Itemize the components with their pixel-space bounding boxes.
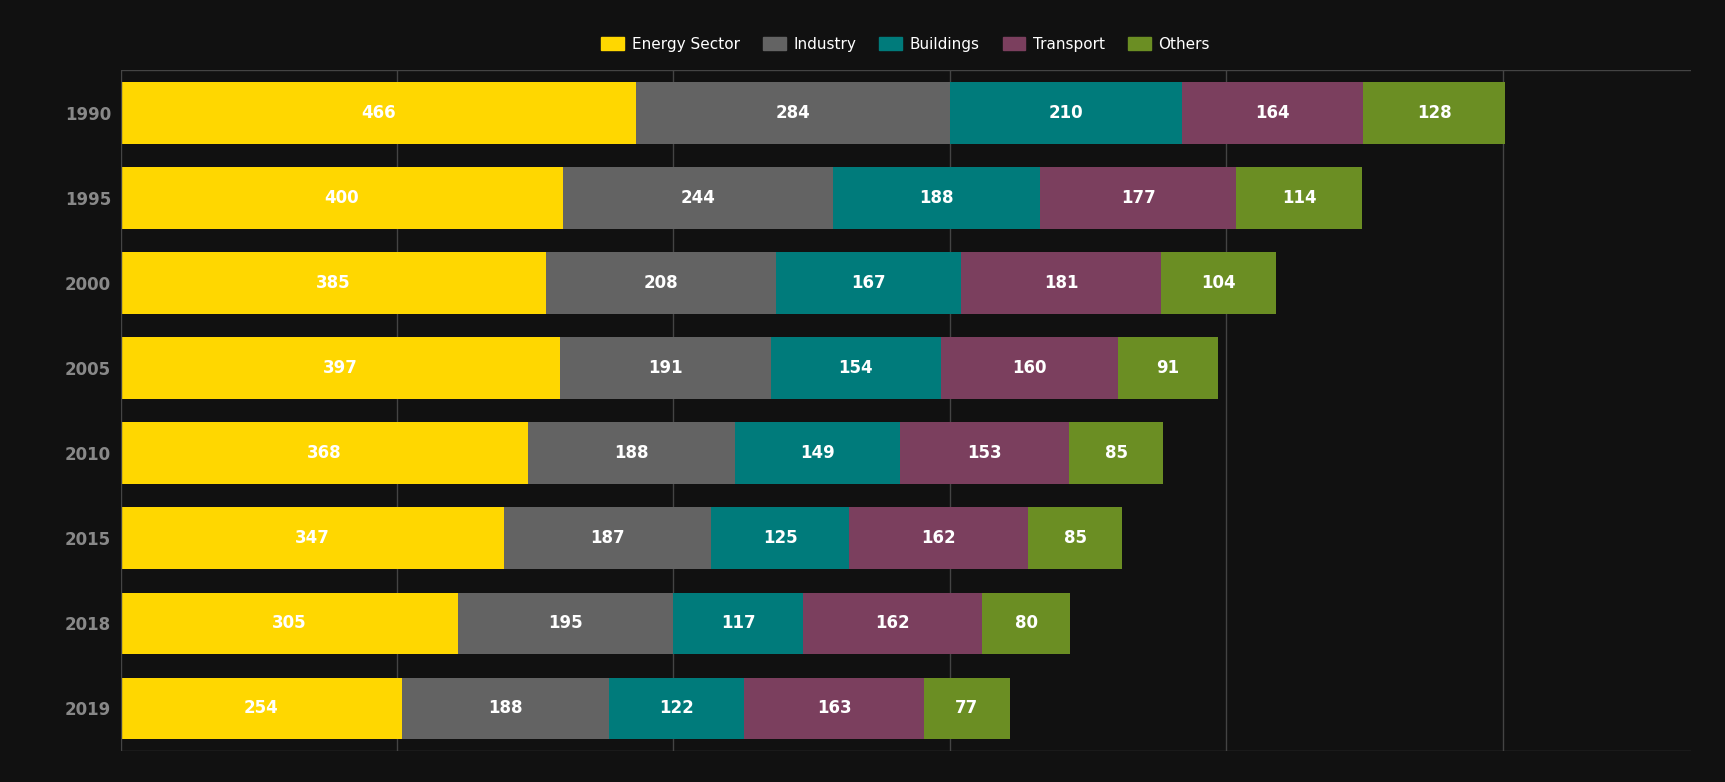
Text: 114: 114 — [1282, 189, 1316, 207]
Text: 208: 208 — [643, 274, 678, 292]
Bar — [743, 677, 925, 739]
Bar — [637, 82, 950, 144]
Bar — [609, 677, 743, 739]
Bar — [1028, 508, 1123, 569]
Text: 188: 188 — [614, 444, 649, 462]
Bar — [776, 253, 961, 314]
Bar — [121, 677, 402, 739]
Text: 91: 91 — [1156, 359, 1180, 377]
Bar — [121, 337, 559, 399]
Text: 244: 244 — [680, 189, 716, 207]
Text: 85: 85 — [1104, 444, 1128, 462]
Text: 284: 284 — [776, 104, 811, 122]
Bar — [1363, 82, 1504, 144]
Bar — [735, 422, 900, 484]
Text: 400: 400 — [324, 189, 359, 207]
Text: 163: 163 — [818, 699, 852, 717]
Text: 162: 162 — [921, 529, 956, 547]
Bar — [833, 167, 1040, 228]
Bar — [1070, 422, 1163, 484]
Text: 254: 254 — [243, 699, 278, 717]
Bar — [1118, 337, 1218, 399]
Bar — [121, 82, 637, 144]
Bar — [121, 422, 528, 484]
Bar — [849, 508, 1028, 569]
Bar — [925, 677, 1009, 739]
Text: 385: 385 — [316, 274, 350, 292]
Text: 80: 80 — [1014, 614, 1038, 632]
Text: 187: 187 — [590, 529, 624, 547]
Bar — [457, 593, 673, 654]
Bar — [802, 593, 982, 654]
Bar — [771, 337, 942, 399]
Bar — [547, 253, 776, 314]
Text: 397: 397 — [323, 359, 357, 377]
Bar — [1182, 82, 1363, 144]
Text: 122: 122 — [659, 699, 693, 717]
Bar — [961, 253, 1161, 314]
Bar — [121, 593, 457, 654]
Text: 160: 160 — [1013, 359, 1047, 377]
Bar — [402, 677, 609, 739]
Text: 210: 210 — [1049, 104, 1083, 122]
Text: 154: 154 — [838, 359, 873, 377]
Bar — [562, 167, 833, 228]
Bar — [528, 422, 735, 484]
Text: 188: 188 — [919, 189, 954, 207]
Bar — [711, 508, 849, 569]
Text: 347: 347 — [295, 529, 329, 547]
Text: 164: 164 — [1256, 104, 1290, 122]
Text: 191: 191 — [649, 359, 683, 377]
Text: 188: 188 — [488, 699, 523, 717]
Bar — [121, 508, 504, 569]
Bar — [121, 253, 547, 314]
Bar — [950, 82, 1182, 144]
Text: 125: 125 — [762, 529, 797, 547]
Text: 104: 104 — [1201, 274, 1235, 292]
Bar — [1237, 167, 1363, 228]
Text: 466: 466 — [361, 104, 395, 122]
Bar — [900, 422, 1070, 484]
Bar — [673, 593, 802, 654]
Legend: Energy Sector, Industry, Buildings, Transport, Others: Energy Sector, Industry, Buildings, Tran… — [595, 30, 1216, 58]
Text: 85: 85 — [1064, 529, 1087, 547]
Bar — [559, 337, 771, 399]
Bar — [942, 337, 1118, 399]
Bar — [1161, 253, 1276, 314]
Bar — [504, 508, 711, 569]
Bar — [982, 593, 1070, 654]
Text: 77: 77 — [956, 699, 978, 717]
Text: 167: 167 — [850, 274, 887, 292]
Text: 162: 162 — [875, 614, 909, 632]
Text: 181: 181 — [1044, 274, 1078, 292]
Text: 153: 153 — [968, 444, 1002, 462]
Text: 128: 128 — [1416, 104, 1451, 122]
Text: 368: 368 — [307, 444, 342, 462]
Bar — [121, 167, 562, 228]
Text: 149: 149 — [800, 444, 835, 462]
Text: 195: 195 — [549, 614, 583, 632]
Bar — [1040, 167, 1237, 228]
Text: 305: 305 — [273, 614, 307, 632]
Text: 177: 177 — [1121, 189, 1156, 207]
Text: 117: 117 — [721, 614, 756, 632]
